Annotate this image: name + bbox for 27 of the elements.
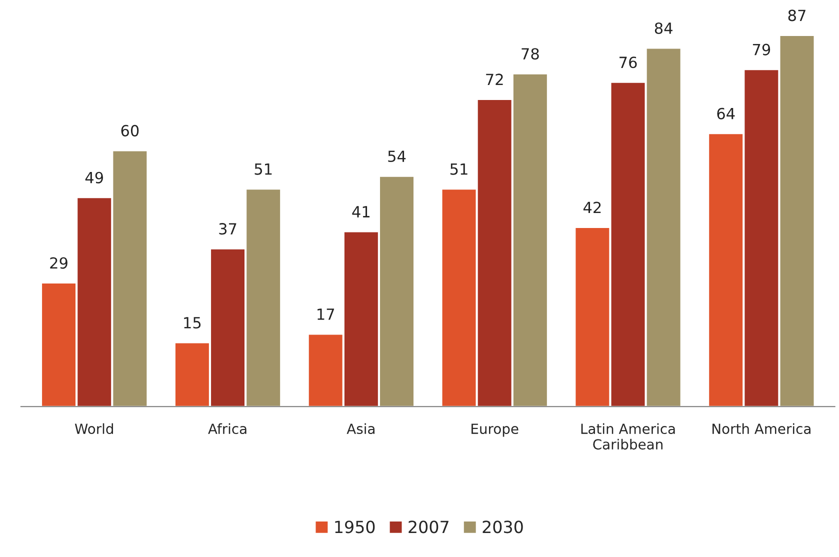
data-label: 49 <box>85 172 103 184</box>
data-label: 60 <box>121 124 139 136</box>
x-tick-label: Africa <box>208 423 246 434</box>
x-tick-label: North America <box>712 423 810 434</box>
data-label: 51 <box>254 164 272 175</box>
data-label: 79 <box>752 44 770 56</box>
x-tick-label: World <box>74 423 113 434</box>
data-label: 42 <box>583 202 601 214</box>
data-label: 29 <box>50 257 68 269</box>
data-label: 84 <box>654 22 672 34</box>
legend-label: 2007 <box>408 520 448 534</box>
data-label: 64 <box>717 108 735 120</box>
legend-label: 2030 <box>482 520 523 534</box>
x-tick-label: Latin America Caribbean <box>581 423 675 450</box>
data-label: 72 <box>486 74 503 86</box>
data-label: 17 <box>318 308 334 320</box>
legend-label: 1950 <box>335 520 375 534</box>
data-label: 54 <box>388 150 406 162</box>
data-label: 15 <box>184 317 201 329</box>
x-tick-label: Europe <box>472 424 518 437</box>
data-label: 87 <box>788 10 806 22</box>
data-label: 37 <box>219 223 236 235</box>
data-label: 41 <box>352 206 370 218</box>
data-label: 76 <box>620 56 637 68</box>
x-tick-label: Asia <box>346 423 374 434</box>
data-label: 78 <box>522 48 539 60</box>
data-label: 51 <box>450 164 468 175</box>
